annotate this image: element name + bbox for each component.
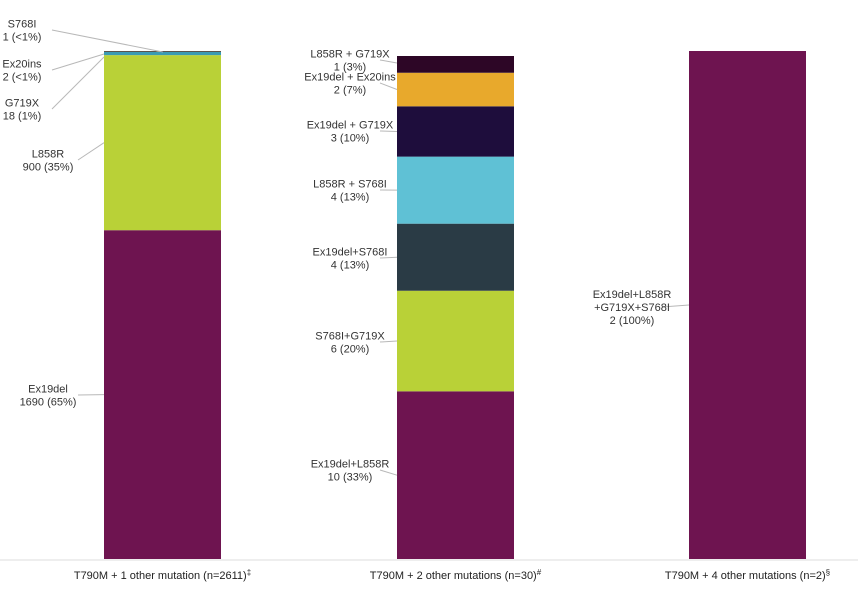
bar-segment-2-l858r-g719x (397, 56, 514, 73)
segment-label-1-s768i: S768I 1 (<1%) (3, 19, 42, 44)
category-label-3: T790M + 4 other mutations (n=2)§ (665, 568, 830, 583)
bar-segment-1-l858r (104, 55, 221, 231)
leader-line-3-ex19del-l858r-g719x-s768i (661, 304, 690, 308)
bar-segment-1-s768i (104, 51, 221, 52)
segment-label-3-ex19del-l858r-g719x-s768i: Ex19del+L858R +G719X+S768I 2 (100%) (593, 289, 672, 327)
segment-label-2-ex19del-g719x: Ex19del + G719X 3 (10%) (307, 120, 394, 145)
bar-segment-2-ex19del-g719x (397, 106, 514, 157)
leader-line-2-ex19del-g719x (379, 130, 398, 132)
bar-segment-3-ex19del-l858r-g719x-s768i (689, 51, 806, 559)
bar-segment-2-l858r-s768i (397, 156, 514, 224)
category-label-2: T790M + 2 other mutations (n=30)# (370, 568, 542, 583)
category-label-1: T790M + 1 other mutation (n=2611)‡ (74, 568, 251, 583)
bars-layer (104, 51, 806, 559)
leader-line-1-g719x (51, 56, 105, 110)
leader-line-2-ex19del-l858r (379, 469, 398, 476)
leader-line-2-ex19del-ex20ins (379, 82, 398, 90)
segment-label-1-g719x: G719X 18 (1%) (3, 98, 42, 123)
leader-line-2-ex19del-s768i (379, 256, 398, 259)
segment-label-2-ex19del-ex20ins: Ex19del + Ex20ins 2 (7%) (304, 72, 396, 97)
bar-segment-2-ex19del-ex20ins (397, 72, 514, 107)
bar-segment-1-g719x (104, 51, 221, 56)
bar-segment-2-s768i-g719x (397, 290, 514, 392)
segment-label-2-s768i-g719x: S768I+G719X 6 (20%) (315, 331, 385, 356)
segment-label-2-l858r-g719x: L858R + G719X 1 (3%) (310, 49, 390, 74)
segment-label-1-ex19del: Ex19del 1690 (65%) (20, 384, 77, 409)
leader-line-1-ex20ins (51, 53, 105, 71)
segment-label-2-ex19del-l858r: Ex19del+L858R 10 (33%) (311, 459, 390, 484)
segment-labels-layer: Ex19del 1690 (65%) L858R 900 (35%) G719X 18 (… (2, 19, 671, 484)
segment-label-2-l858r-s768i: L858R + S768I 4 (13%) (313, 179, 387, 204)
bar-segment-2-ex19del-l858r (397, 391, 514, 559)
leader-line-2-l858r-g719x (379, 59, 398, 64)
leader-line-1-l858r (77, 142, 105, 161)
segment-label-2-ex19del-s768i: Ex19del+S768I 4 (13%) (313, 247, 388, 272)
segment-label-1-l858r: L858R 900 (35%) (23, 149, 74, 174)
category-labels-layer: T790M + 1 other mutation (n=2611)‡ T790M … (74, 568, 830, 583)
leader-line-2-s768i-g719x (379, 340, 398, 343)
bar-segment-1-ex19del (104, 230, 221, 559)
leader-line-1-s768i (51, 29, 164, 53)
segment-label-1-ex20ins: Ex20ins 2 (<1%) (2, 59, 42, 84)
leader-lines-layer (51, 29, 690, 476)
bar-segment-2-ex19del-s768i (397, 223, 514, 291)
